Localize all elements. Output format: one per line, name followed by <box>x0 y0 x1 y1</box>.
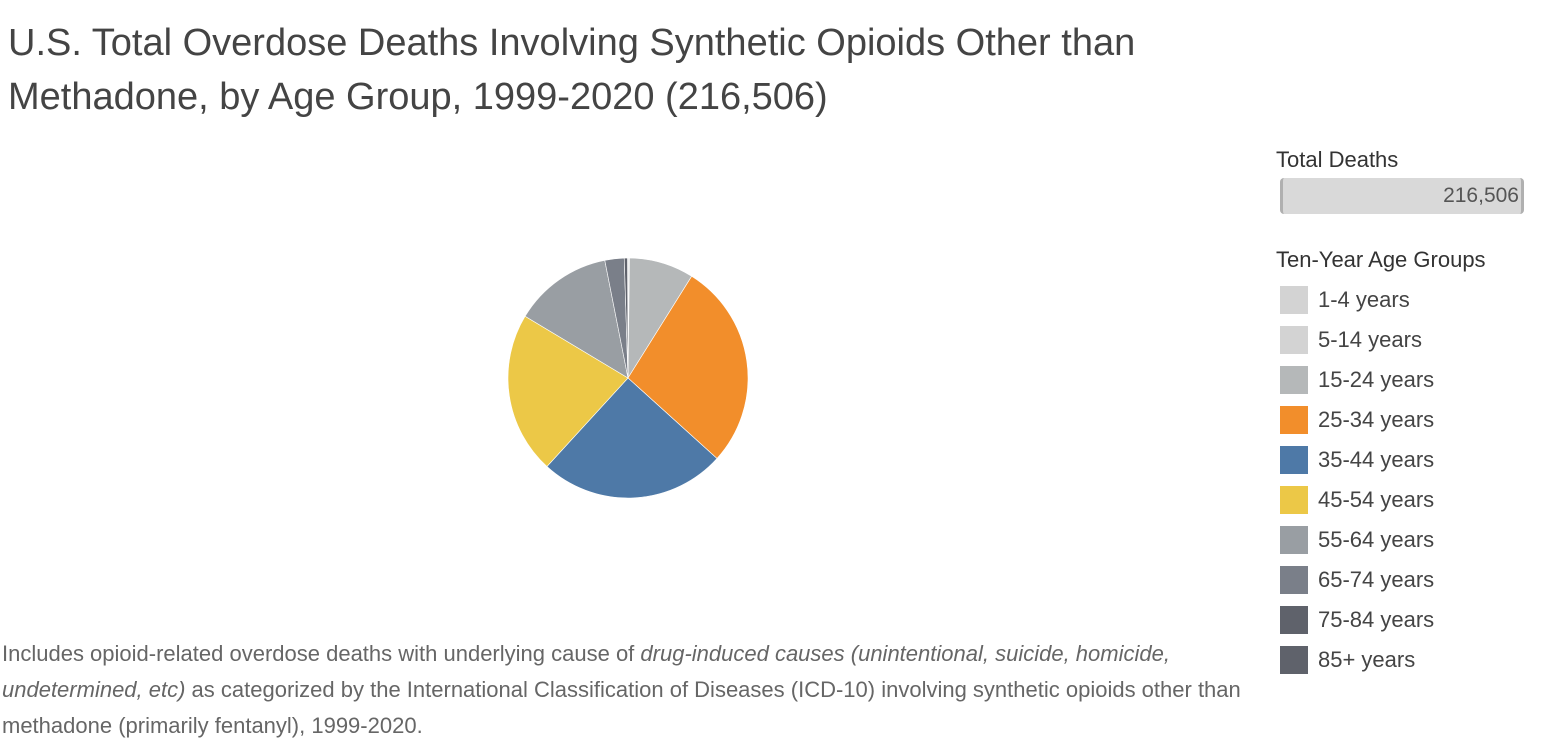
legend-label: 55-64 years <box>1318 527 1434 553</box>
legend-item[interactable]: 65-74 years <box>1276 560 1552 600</box>
legend-item[interactable]: 85+ years <box>1276 640 1552 680</box>
legend-swatch <box>1280 606 1308 634</box>
legend-swatch <box>1280 326 1308 354</box>
legend-item[interactable]: 25-34 years <box>1276 400 1552 440</box>
legend-swatch <box>1280 366 1308 394</box>
legend-label: 5-14 years <box>1318 327 1422 353</box>
total-deaths-heading: Total Deaths <box>1276 146 1552 174</box>
legend-panel: Total Deaths 216,506 Ten-Year Age Groups… <box>1276 146 1552 680</box>
age-groups-legend: 1-4 years 5-14 years 15-24 years 25-34 year… <box>1276 280 1552 680</box>
total-deaths-value: 216,506 <box>1443 178 1519 214</box>
legend-swatch <box>1280 566 1308 594</box>
legend-item[interactable]: 45-54 years <box>1276 480 1552 520</box>
legend-item[interactable]: 1-4 years <box>1276 280 1552 320</box>
legend-item[interactable]: 5-14 years <box>1276 320 1552 360</box>
legend-swatch <box>1280 406 1308 434</box>
legend-item[interactable]: 75-84 years <box>1276 600 1552 640</box>
legend-label: 25-34 years <box>1318 407 1434 433</box>
legend-swatch <box>1280 646 1308 674</box>
total-deaths-bar[interactable]: 216,506 <box>1280 178 1524 214</box>
legend-item[interactable]: 55-64 years <box>1276 520 1552 560</box>
footnote-text: Includes opioid-related overdose deaths … <box>2 641 640 666</box>
legend-swatch <box>1280 526 1308 554</box>
legend-swatch <box>1280 446 1308 474</box>
legend-label: 15-24 years <box>1318 367 1434 393</box>
legend-item[interactable]: 15-24 years <box>1276 360 1552 400</box>
legend-swatch <box>1280 286 1308 314</box>
chart-title: U.S. Total Overdose Deaths Involving Syn… <box>8 16 1238 124</box>
legend-label: 65-74 years <box>1318 567 1434 593</box>
footnote: Includes opioid-related overdose deaths … <box>2 636 1252 744</box>
legend-label: 1-4 years <box>1318 287 1410 313</box>
age-groups-heading: Ten-Year Age Groups <box>1276 246 1552 274</box>
legend-swatch <box>1280 486 1308 514</box>
legend-label: 35-44 years <box>1318 447 1434 473</box>
legend-item[interactable]: 35-44 years <box>1276 440 1552 480</box>
pie-chart <box>480 230 780 530</box>
legend-label: 45-54 years <box>1318 487 1434 513</box>
legend-label: 85+ years <box>1318 647 1415 673</box>
legend-label: 75-84 years <box>1318 607 1434 633</box>
footnote-text-end: as categorized by the International Clas… <box>2 677 1241 738</box>
